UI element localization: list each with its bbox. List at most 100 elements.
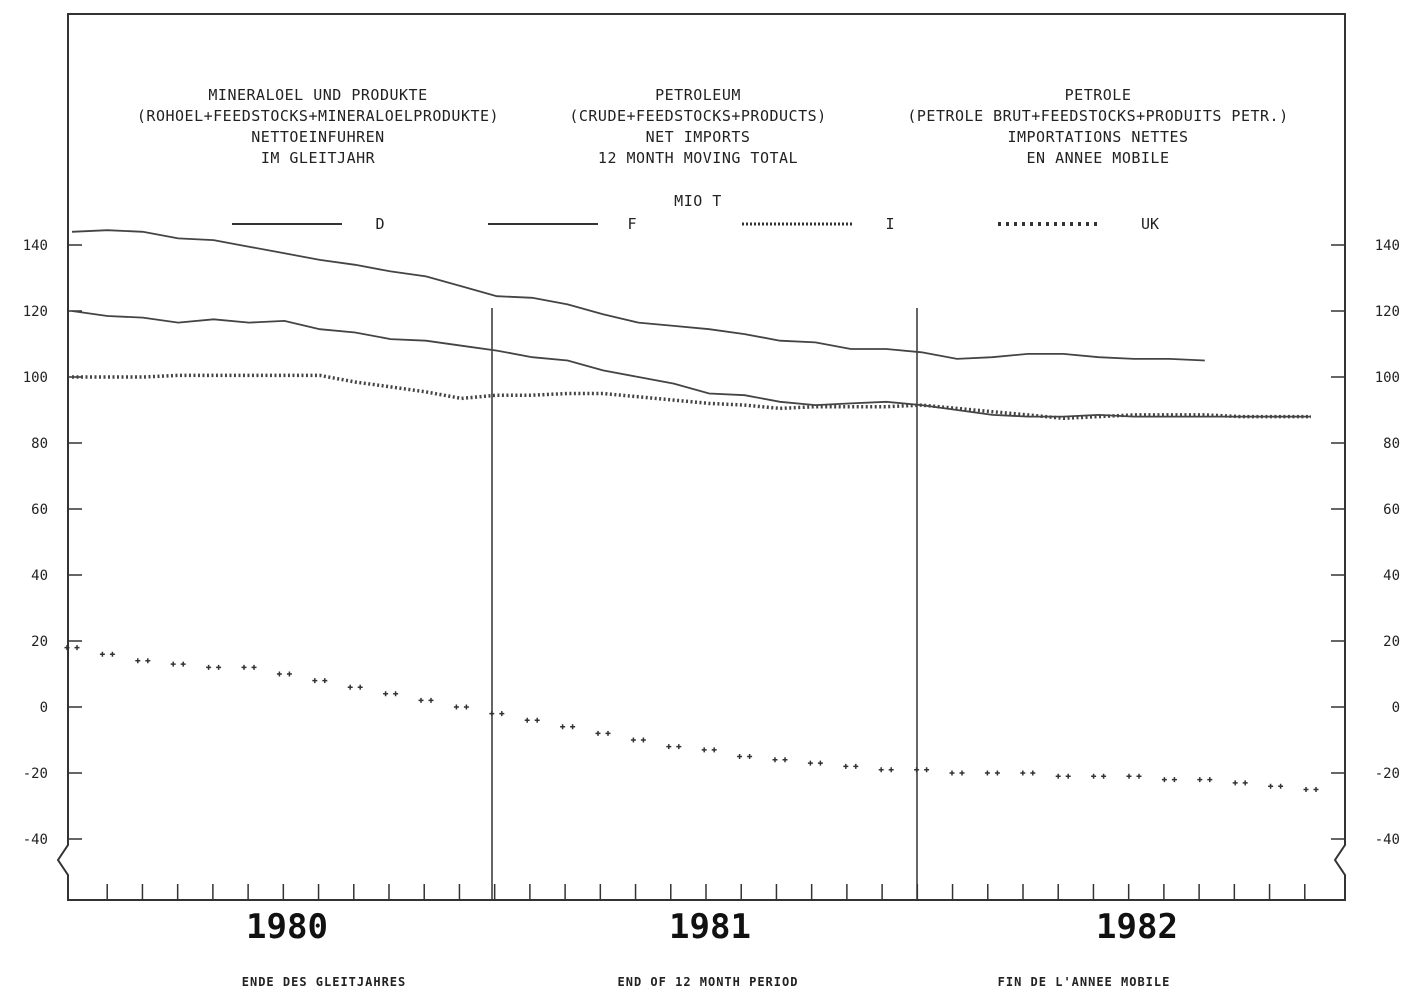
- legend-label-uk: UK: [1141, 215, 1159, 233]
- point-uk-18-0: [701, 747, 707, 753]
- point-uk-23-0: [878, 767, 884, 773]
- point-uk-5-1: [251, 664, 257, 670]
- point-uk-6-0: [276, 671, 282, 677]
- point-uk-27-0: [1020, 770, 1026, 776]
- point-uk-6-1: [286, 671, 292, 677]
- point-uk-3-0: [170, 661, 176, 667]
- series-group: [64, 229, 1319, 792]
- point-uk-18-1: [711, 747, 717, 753]
- ytick-label-left-6: 20: [31, 634, 48, 650]
- point-uk-13-0: [524, 717, 530, 723]
- year-labels: 1980 1981 1982: [246, 907, 1178, 947]
- point-uk-31-0: [1161, 777, 1167, 783]
- point-uk-22-1: [853, 763, 859, 769]
- ytick-label-left-5: 40: [31, 568, 48, 584]
- year-label-1982: 1982: [1096, 907, 1178, 947]
- point-uk-1-1: [109, 651, 115, 657]
- point-uk-24-0: [914, 767, 920, 773]
- ytick-label-right-3: 80: [1383, 436, 1400, 452]
- series-line-d: [71, 229, 1205, 362]
- point-uk-28-0: [1055, 773, 1061, 779]
- point-uk-10-0: [418, 697, 424, 703]
- point-uk-25-0: [949, 770, 955, 776]
- point-uk-8-0: [347, 684, 353, 690]
- point-uk-31-1: [1171, 777, 1177, 783]
- point-uk-16-1: [640, 737, 646, 743]
- title-line-1-3: 12 MONTH MOVING TOTAL: [598, 149, 798, 167]
- ytick-label-left-1: 120: [23, 304, 48, 320]
- point-uk-35-1: [1313, 787, 1319, 792]
- ytick-label-right-6: 20: [1383, 634, 1400, 650]
- point-uk-1-0: [99, 651, 105, 657]
- title-line-2-2: IMPORTATIONS NETTES: [1007, 128, 1188, 146]
- ytick-label-right-7: 0: [1392, 700, 1400, 716]
- point-uk-12-0: [489, 711, 495, 717]
- point-uk-17-0: [666, 744, 672, 750]
- point-uk-14-1: [570, 724, 576, 730]
- point-uk-11-0: [453, 704, 459, 710]
- point-uk-23-1: [888, 767, 894, 773]
- ytick-label-left-2: 100: [23, 370, 48, 386]
- point-uk-26-0: [984, 770, 990, 776]
- title-line-0-2: NETTOEINFUHREN: [251, 128, 384, 146]
- title-line-0-0: MINERALOEL UND PRODUKTE: [208, 86, 427, 104]
- point-uk-4-1: [216, 664, 222, 670]
- point-uk-2-1: [145, 658, 151, 664]
- point-uk-15-0: [595, 730, 601, 736]
- ytick-label-left-3: 80: [31, 436, 48, 452]
- year-label-1981: 1981: [669, 907, 751, 947]
- point-uk-9-0: [383, 691, 389, 697]
- point-uk-30-1: [1136, 773, 1142, 779]
- series-line-uk: [64, 645, 1319, 792]
- point-uk-17-1: [676, 744, 682, 750]
- legend-label-d: D: [375, 215, 384, 233]
- title-line-2-1: (PETROLE BRUT+FEEDSTOCKS+PRODUITS PETR.): [907, 107, 1288, 125]
- point-uk-3-1: [180, 661, 186, 667]
- point-uk-32-0: [1197, 777, 1203, 783]
- point-uk-8-1: [357, 684, 363, 690]
- point-uk-16-0: [630, 737, 636, 743]
- point-uk-12-1: [499, 711, 505, 717]
- point-uk-35-0: [1303, 787, 1309, 792]
- point-uk-4-0: [206, 664, 212, 670]
- ytick-label-left-4: 60: [31, 502, 48, 518]
- ytick-label-left-9: -40: [23, 832, 48, 848]
- point-uk-29-0: [1091, 773, 1097, 779]
- footer-label-2: FIN DE L'ANNEE MOBILE: [998, 975, 1171, 989]
- ytick-label-right-5: 40: [1383, 568, 1400, 584]
- point-uk-7-1: [322, 678, 328, 684]
- ytick-label-right-4: 60: [1383, 502, 1400, 518]
- title-line-1-1: (CRUDE+FEEDSTOCKS+PRODUCTS): [569, 107, 826, 125]
- point-uk-30-0: [1126, 773, 1132, 779]
- point-uk-0-0: [64, 645, 70, 651]
- point-uk-25-1: [959, 770, 965, 776]
- x-axis-ticks: [106, 884, 1306, 900]
- ytick-label-left-7: 0: [40, 700, 48, 716]
- year-label-1980: 1980: [246, 907, 328, 947]
- ytick-label-right-0: 140: [1375, 238, 1400, 254]
- point-uk-21-0: [807, 760, 813, 766]
- point-uk-9-1: [393, 691, 399, 697]
- point-uk-13-1: [534, 717, 540, 723]
- point-uk-22-0: [843, 763, 849, 769]
- series-line-i: [72, 373, 1311, 421]
- title-block: MINERALOEL UND PRODUKTE (ROHOEL+FEEDSTOCK…: [137, 86, 1288, 167]
- point-uk-28-1: [1065, 773, 1071, 779]
- point-uk-19-0: [737, 754, 743, 759]
- point-uk-33-1: [1242, 780, 1248, 786]
- title-line-0-3: IM GLEITJAHR: [261, 149, 376, 167]
- point-uk-5-0: [241, 664, 247, 670]
- footer-label-1: END OF 12 MONTH PERIOD: [618, 975, 799, 989]
- plot-frame: [56, 13, 1346, 901]
- point-uk-29-1: [1101, 773, 1107, 779]
- ytick-label-right-9: -40: [1375, 832, 1400, 848]
- ytick-label-left-0: 140: [23, 238, 48, 254]
- title-line-1-2: NET IMPORTS: [646, 128, 751, 146]
- point-uk-34-0: [1268, 783, 1274, 789]
- point-uk-2-0: [135, 658, 141, 664]
- point-uk-34-1: [1278, 783, 1284, 789]
- ytick-label-left-8: -20: [23, 766, 48, 782]
- point-uk-0-1: [74, 645, 80, 651]
- legend: D F I UK: [232, 215, 1159, 233]
